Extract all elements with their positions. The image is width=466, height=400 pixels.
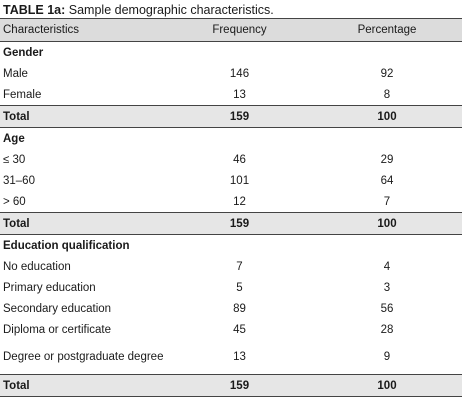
header-frequency: Frequency	[167, 18, 312, 42]
table-row: Diploma or certificate 45 28	[0, 319, 462, 340]
table-row: Primary education 5 3	[0, 277, 462, 298]
total-label: Total	[0, 374, 167, 397]
row-percentage: 4	[383, 260, 391, 273]
row-percentage: 7	[383, 195, 391, 208]
total-row: Total 159 100	[0, 374, 462, 397]
row-percentage: 28	[380, 323, 394, 336]
row-percentage: 3	[383, 281, 391, 294]
total-frequency: 159	[167, 105, 312, 128]
table-row: > 60 12 7	[0, 191, 462, 213]
row-frequency: 13	[233, 351, 246, 363]
header-percentage: Percentage	[312, 18, 462, 42]
section-education: Education qualification	[0, 235, 462, 257]
table-caption: TABLE 1a: Sample demographic characteris…	[3, 2, 274, 18]
row-frequency: 45	[233, 323, 246, 336]
row-label: Female	[3, 88, 42, 101]
total-frequency: 159	[167, 374, 312, 397]
row-label: Primary education	[3, 281, 96, 294]
row-frequency: 5	[236, 281, 243, 294]
row-percentage: 29	[380, 153, 394, 166]
row-frequency: 13	[233, 88, 246, 101]
table-row: Degree or postgraduate degree 13 9	[0, 340, 462, 375]
section-title: Education qualification	[3, 239, 130, 252]
section-gender: Gender	[0, 42, 462, 64]
row-percentage: 64	[380, 174, 394, 187]
row-label: Secondary education	[3, 302, 112, 315]
section-title: Age	[3, 132, 25, 145]
table-header-row: Characteristics Frequency Percentage	[0, 18, 462, 42]
row-frequency: 46	[233, 153, 246, 166]
row-label: Diploma or certificate	[3, 323, 112, 336]
table-row: ≤ 30 46 29	[0, 149, 462, 170]
row-frequency: 7	[236, 260, 243, 273]
total-label: Total	[0, 105, 167, 128]
total-row: Total 159 100	[0, 212, 462, 235]
row-frequency: 146	[229, 67, 250, 80]
total-label: Total	[0, 212, 167, 235]
row-percentage: 56	[380, 302, 394, 315]
row-label: > 60	[3, 195, 26, 208]
caption-text: Sample demographic characteristics.	[68, 3, 274, 17]
row-label: 31–60	[3, 174, 35, 187]
total-row: Total 159 100	[0, 105, 462, 128]
table-row: Female 13 8	[0, 84, 462, 106]
header-characteristics: Characteristics	[0, 18, 167, 42]
total-frequency: 159	[167, 212, 312, 235]
table-row: No education 7 4	[0, 256, 462, 277]
demographics-table: Characteristics Frequency Percentage Gen…	[0, 18, 462, 397]
total-percentage: 100	[312, 212, 462, 235]
table-row: 31–60 101 64	[0, 170, 462, 191]
table-row: Male 146 92	[0, 63, 462, 84]
total-percentage: 100	[312, 374, 462, 397]
row-percentage: 8	[383, 88, 391, 101]
row-frequency: 101	[229, 174, 250, 187]
row-label: Male	[3, 67, 28, 80]
row-percentage: 92	[380, 67, 394, 80]
row-frequency: 89	[233, 302, 246, 315]
row-label: No education	[3, 260, 71, 273]
section-age: Age	[0, 128, 462, 150]
row-frequency: 12	[233, 195, 246, 208]
caption-label: TABLE 1a:	[3, 3, 66, 17]
row-label: Degree or postgraduate degree	[3, 350, 164, 363]
total-percentage: 100	[312, 105, 462, 128]
row-label: ≤ 30	[3, 153, 26, 166]
row-percentage: 9	[383, 351, 391, 363]
section-title: Gender	[3, 46, 44, 59]
table-row: Secondary education 89 56	[0, 298, 462, 319]
